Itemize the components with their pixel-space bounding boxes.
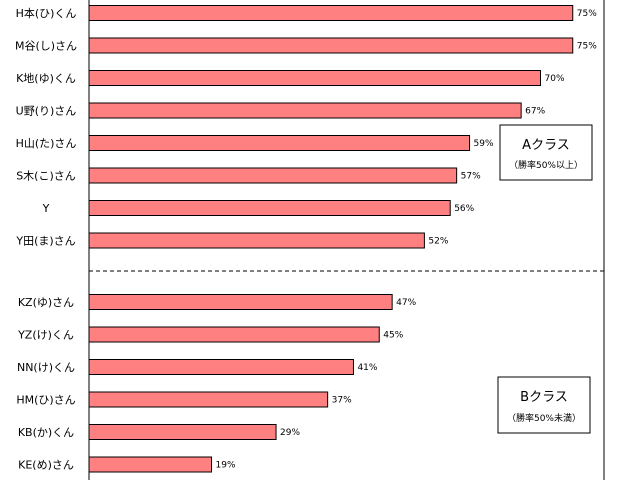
bar (88, 326, 380, 343)
value-label: 57% (461, 172, 481, 182)
value-label: 56% (454, 204, 474, 214)
value-label: 41% (357, 363, 377, 373)
class-a-label: Aクラス (522, 138, 570, 153)
category-label: Y田(ま)さん (15, 235, 75, 248)
bar (88, 424, 277, 440)
bar (88, 200, 451, 216)
class-b-label: Bクラス (520, 390, 568, 405)
value-label: 75% (577, 42, 597, 52)
category-label: Y (42, 202, 50, 215)
category-label: H山(た)さん (16, 137, 77, 150)
value-label: 70% (545, 74, 565, 84)
bar (88, 294, 393, 310)
value-label: 59% (474, 139, 494, 149)
class-b-sublabel: （勝率50%未満） (507, 412, 581, 424)
category-label: U野(り)さん (16, 105, 77, 118)
bar (88, 456, 213, 473)
bars-layer: H本(ひ)くん 75% M谷(し)さん 75% K地(ゆ)くん 70% U野(り)さん 67%… (15, 5, 597, 473)
bar (88, 135, 471, 151)
value-label: 45% (383, 331, 403, 341)
class-a-legend-box: Aクラス （勝率50%以上） (499, 124, 593, 181)
category-label: NN(け)くん (17, 361, 75, 374)
value-label: 52% (428, 237, 448, 247)
bar (88, 232, 425, 249)
category-label: KE(め)さん (18, 459, 74, 472)
category-label: H本(ひ)くん (16, 6, 77, 20)
bar (88, 70, 541, 86)
value-label: 29% (280, 428, 300, 438)
value-label: 47% (396, 298, 416, 308)
bar (88, 167, 458, 184)
bar (88, 391, 329, 408)
bar (88, 359, 354, 375)
bar (88, 102, 522, 119)
value-label: 37% (332, 396, 352, 406)
category-label: HM(ひ)さん (16, 394, 75, 407)
category-label: M谷(し)さん (15, 40, 77, 53)
value-label: 67% (525, 107, 545, 117)
class-a-sublabel: （勝率50%以上） (509, 159, 583, 171)
category-label: K地(ゆ)くん (16, 72, 76, 85)
category-label: KB(か)くん (18, 426, 74, 439)
bar (88, 37, 574, 54)
value-label: 19% (216, 461, 236, 471)
class-b-legend-box: Bクラス （勝率50%未満） (497, 376, 591, 434)
category-label: KZ(ゆ)さん (18, 296, 74, 309)
bar (88, 5, 574, 21)
value-label: 75% (577, 9, 597, 19)
category-label: S木(こ)さん (16, 170, 76, 183)
category-label: YZ(け)くん (17, 329, 74, 342)
